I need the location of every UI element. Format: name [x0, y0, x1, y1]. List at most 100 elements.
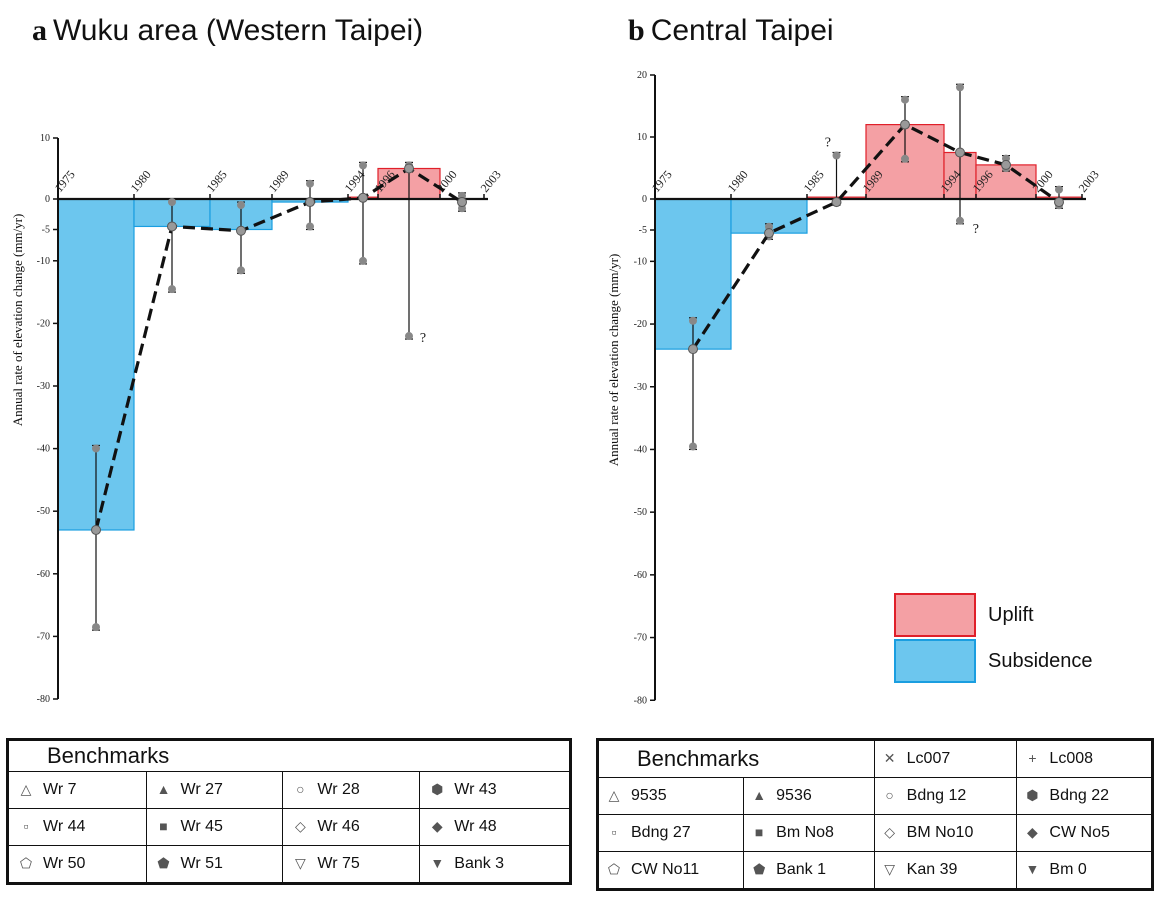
- benchmark-label: Wr 44: [43, 818, 86, 835]
- y-tick-label: -10: [37, 256, 50, 267]
- y-tick-label: -5: [42, 225, 50, 236]
- table-cell: ◇ Wr 46: [282, 808, 421, 846]
- table-row: △ 9535 ▲ 9536 ○ Bdng 12 ⬢ Bdng 22: [596, 777, 1153, 815]
- y-tick-label: 20: [637, 70, 647, 81]
- triangle-down-open-icon: ▽: [884, 861, 896, 877]
- pentagon-filled-icon: ⬟: [157, 855, 170, 871]
- trend-point: [955, 147, 965, 158]
- square-filled-icon: ■: [159, 818, 168, 834]
- benchmark-label: Bm 0: [1049, 861, 1087, 878]
- benchmark-point: [168, 285, 176, 294]
- benchmark-point: [237, 201, 245, 210]
- panel-b-title-text: Central Taipei: [650, 14, 834, 47]
- x-tick-label: 1985: [801, 168, 827, 195]
- benchmark-label: Wr 46: [317, 818, 360, 835]
- trend-point: [167, 221, 177, 232]
- trend-point: [91, 524, 101, 535]
- benchmark-label: CW No11: [631, 861, 700, 878]
- benchmark-label: Wr 43: [454, 781, 497, 798]
- table-row: ⬠ CW No11 ⬟ Bank 1 ▽ Kan 39 ▼ Bm 0: [596, 851, 1153, 890]
- trend-point: [900, 119, 910, 130]
- table-cell: ▫ Bdng 27: [596, 814, 745, 852]
- plus-icon: +: [1028, 750, 1037, 766]
- benchmark-point: [168, 198, 176, 206]
- benchmark-point: [956, 83, 964, 92]
- benchmark-point: [689, 316, 697, 325]
- circle-open-icon: ○: [885, 787, 894, 803]
- benchmarks-header: Benchmarks: [597, 739, 875, 778]
- benchmark-label: Lc008: [1049, 750, 1094, 767]
- benchmark-label: Bm No8: [776, 824, 834, 841]
- table-cell: ▼ Bm 0: [1016, 851, 1153, 890]
- benchmark-label: Wr 75: [317, 855, 360, 872]
- y-tick-label: -50: [37, 506, 50, 517]
- y-tick-label: 10: [40, 133, 50, 144]
- y-tick-label: -10: [634, 256, 647, 267]
- y-tick-label: -80: [634, 695, 647, 706]
- benchmark-label: Wr 27: [180, 781, 223, 798]
- benchmark-label: 9536: [776, 787, 812, 804]
- trend-point: [404, 163, 414, 174]
- cross-x-icon: ✕: [883, 750, 896, 766]
- y-tick-label: 0: [45, 194, 50, 205]
- triangle-filled-icon: ▲: [156, 781, 171, 797]
- benchmark-label: Wr 50: [43, 855, 86, 872]
- x-tick-label: 1980: [725, 168, 751, 195]
- benchmarks-table-b: Benchmarks ✕ Lc007 + Lc008 △ 9535 ▲ 9536 ○ Bd…: [596, 738, 1154, 891]
- y-tick-label: -70: [37, 631, 50, 642]
- table-cell: ◇ BM No10: [873, 814, 1018, 852]
- trend-point: [305, 197, 315, 208]
- benchmark-point: [901, 154, 909, 163]
- trend-point: [1054, 197, 1064, 208]
- table-cell: ◆ CW No5: [1016, 814, 1153, 852]
- benchmark-point: [1055, 185, 1063, 194]
- y-tick-label: -50: [634, 507, 647, 518]
- benchmark-label: Wr 7: [43, 781, 77, 798]
- question-mark: ?: [420, 331, 426, 346]
- y-tick-label: -70: [634, 633, 647, 644]
- diamond-filled-icon: ◆: [431, 818, 443, 834]
- y-axis-label: Annual rate of elevation change (mm/yr): [606, 254, 621, 467]
- triangle-filled-icon: ▲: [752, 787, 767, 803]
- circle-open-icon: ○: [296, 781, 305, 797]
- table-cell: ✕ Lc007: [873, 739, 1018, 778]
- diamond-open-icon: ◇: [295, 818, 306, 834]
- benchmark-point: [92, 444, 100, 453]
- benchmarks-table-a: Benchmarks △ Wr 7 ▲ Wr 27 ○ Wr 28 ⬢ Wr 43 ▫ W…: [6, 738, 572, 885]
- benchmark-point: [306, 179, 314, 188]
- benchmark-label: BM No10: [906, 824, 974, 841]
- legend-uplift-swatch: [894, 593, 976, 637]
- diamond-open-icon: ◇: [884, 824, 896, 840]
- benchmark-label: Kan 39: [906, 861, 958, 878]
- table-row: ▫ Bdng 27 ■ Bm No8 ◇ BM No10 ◆ CW No5: [596, 814, 1153, 852]
- table-cell: ■ Wr 45: [145, 808, 284, 846]
- table-cell: ⬠ Wr 50: [7, 845, 147, 884]
- trend-point: [236, 225, 246, 236]
- benchmark-point: [832, 151, 841, 160]
- triangle-down-filled-icon: ▼: [430, 855, 445, 871]
- benchmark-label: Bank 3: [454, 855, 505, 872]
- triangle-open-icon: △: [20, 781, 32, 797]
- benchmark-label: Bank 1: [776, 861, 826, 878]
- trend-point: [1001, 159, 1011, 170]
- table-cell: ⬢ Wr 43: [419, 771, 571, 809]
- y-tick-label: -60: [634, 570, 647, 581]
- legend-subsidence-label: Subsidence: [988, 649, 1093, 672]
- table-row: △ Wr 7 ▲ Wr 27 ○ Wr 28 ⬢ Wr 43: [7, 771, 571, 809]
- benchmark-point: [689, 442, 697, 451]
- table-cell: △ 9535: [596, 777, 745, 815]
- pentagon-open-icon: ⬠: [607, 861, 621, 877]
- pentagon-filled-icon: ⬟: [753, 861, 766, 877]
- benchmark-point: [359, 161, 367, 170]
- table-cell: ⬟ Bank 1: [743, 851, 875, 890]
- benchmark-label: Lc007: [906, 750, 951, 767]
- trend-point: [831, 197, 842, 208]
- legend-subsidence: Subsidence: [894, 638, 1093, 684]
- x-tick-label: 2003: [1076, 168, 1102, 195]
- y-tick-label: -60: [37, 569, 50, 580]
- table-cell: ▫ Wr 44: [7, 808, 147, 846]
- benchmark-label: Bdng 22: [1049, 787, 1110, 804]
- panel-a-title-text: Wuku area (Western Taipei): [53, 14, 424, 47]
- table-cell: ⬢ Bdng 22: [1016, 777, 1153, 815]
